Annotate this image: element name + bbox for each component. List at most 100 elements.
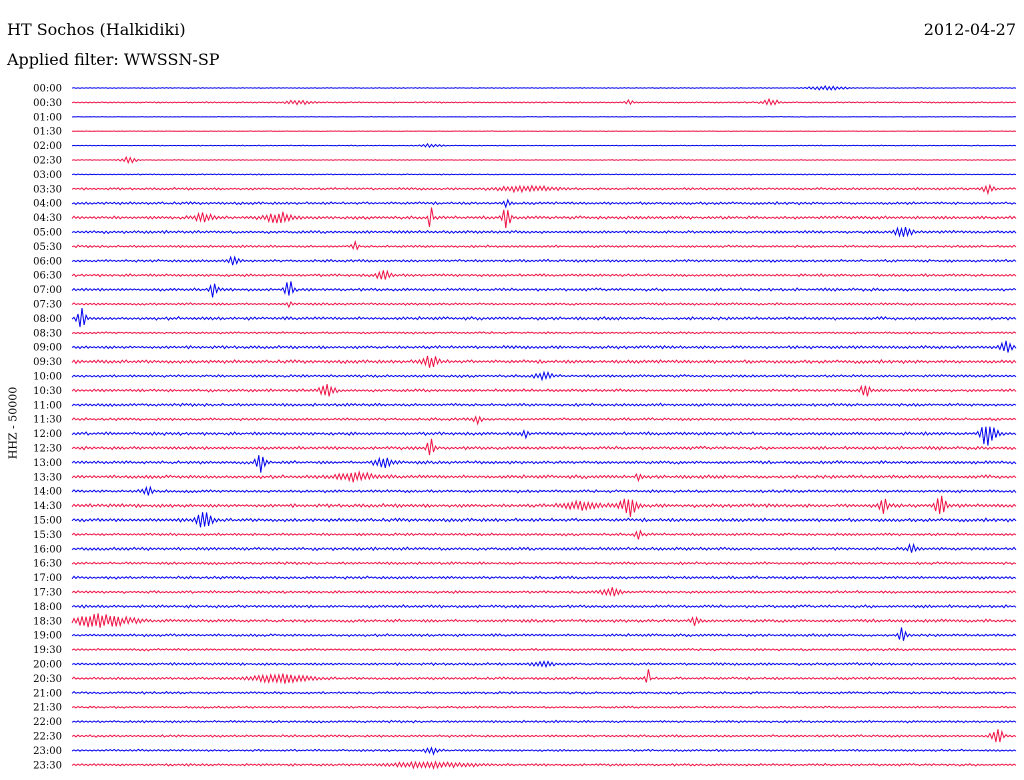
date-label: 2012-04-27 — [923, 20, 1016, 39]
row-time-label: 13:00 — [33, 458, 62, 469]
seismic-trace-row — [71, 173, 1017, 176]
row-time-label: 12:30 — [33, 444, 62, 455]
seismic-trace-row — [71, 207, 1017, 229]
row-time-label: 09:30 — [33, 357, 62, 368]
seismic-trace-row — [71, 647, 1017, 652]
seismic-trace-row — [71, 97, 1017, 107]
row-time-label: 11:30 — [33, 415, 62, 426]
row-time-label: 14:30 — [33, 501, 62, 512]
seismic-trace-row — [71, 760, 1017, 770]
seismic-trace-row — [71, 130, 1017, 133]
seismic-trace-row — [71, 669, 1017, 685]
seismic-trace-row — [71, 340, 1017, 353]
row-time-label: 22:00 — [33, 717, 62, 728]
seismic-trace-row — [71, 729, 1017, 743]
row-time-label: 01:30 — [33, 127, 62, 138]
seismic-trace-row — [71, 604, 1017, 609]
seismic-trace-row — [71, 355, 1017, 368]
row-time-label: 20:30 — [33, 674, 62, 685]
seismic-trace-row — [71, 155, 1017, 165]
seismic-trace-row — [71, 529, 1017, 540]
seismic-trace-row — [71, 370, 1017, 382]
row-time-label: 22:30 — [33, 732, 62, 743]
seismic-trace-row — [71, 300, 1017, 309]
row-time-label: 07:30 — [33, 300, 62, 311]
row-time-label: 15:00 — [33, 516, 62, 527]
seismic-trace-row — [71, 575, 1017, 580]
row-time-label: 02:00 — [33, 141, 62, 152]
row-time-label: 16:00 — [33, 544, 62, 555]
seismic-trace-row — [71, 455, 1017, 473]
row-time-label: 05:30 — [33, 242, 62, 253]
row-time-label: 09:00 — [33, 343, 62, 354]
seismic-trace-row — [71, 627, 1017, 641]
row-time-label: 12:00 — [33, 429, 62, 440]
seismic-trace-row — [71, 239, 1017, 251]
seismic-trace-row — [71, 183, 1017, 196]
row-time-label: 11:00 — [33, 400, 62, 411]
row-time-label: 15:30 — [33, 530, 62, 541]
row-time-label: 23:00 — [33, 746, 62, 757]
seismic-trace-row — [71, 415, 1017, 426]
seismic-trace-row — [71, 198, 1017, 209]
seismic-trace-row — [71, 426, 1017, 446]
row-time-label: 17:00 — [33, 573, 62, 584]
row-time-label: 08:00 — [33, 314, 62, 325]
row-time-label: 18:30 — [33, 616, 62, 627]
row-time-label: 10:30 — [33, 386, 62, 397]
seismic-trace-row — [71, 495, 1017, 517]
row-time-label: 17:30 — [33, 588, 62, 599]
row-time-label: 18:00 — [33, 602, 62, 613]
seismic-trace-row — [71, 719, 1017, 724]
row-time-label: 19:00 — [33, 631, 62, 642]
seismic-trace-row — [71, 226, 1017, 238]
row-time-label: 05:00 — [33, 228, 62, 239]
row-time-label: 01:00 — [33, 112, 62, 123]
seismic-trace-row — [71, 470, 1017, 483]
row-time-label: 20:00 — [33, 660, 62, 671]
seismic-trace-row — [71, 690, 1017, 695]
seismic-trace-row — [71, 746, 1017, 756]
seismic-trace-row — [71, 613, 1017, 628]
row-time-label: 04:00 — [33, 199, 62, 210]
seismic-trace-row — [71, 660, 1017, 669]
row-time-label: 21:00 — [33, 688, 62, 699]
seismic-trace-row — [71, 561, 1017, 566]
row-time-label: 04:30 — [33, 213, 62, 224]
row-time-label: 08:30 — [33, 328, 62, 339]
seismic-trace-row — [71, 307, 1017, 328]
row-time-label: 03:00 — [33, 170, 62, 181]
seismic-trace-row — [71, 115, 1017, 118]
seismic-trace-row — [71, 705, 1017, 709]
seismic-trace-row — [71, 281, 1017, 298]
seismic-trace-row — [71, 384, 1017, 397]
row-time-label: 14:00 — [33, 487, 62, 498]
row-time-label: 19:30 — [33, 645, 62, 656]
seismic-trace-row — [71, 438, 1017, 456]
row-time-label: 13:30 — [33, 472, 62, 483]
seismic-trace-row — [71, 402, 1017, 408]
seismic-trace-row — [71, 542, 1017, 553]
row-time-label: 03:30 — [33, 184, 62, 195]
seismic-trace-row — [71, 485, 1017, 496]
filter-label: Applied filter: WWSSN-SP — [7, 50, 220, 69]
row-time-label: 00:00 — [33, 84, 62, 95]
seismic-trace-row — [71, 269, 1017, 280]
row-time-label: 06:00 — [33, 256, 62, 267]
row-time-label: 16:30 — [33, 559, 62, 570]
seismic-trace-row — [71, 512, 1017, 528]
seismic-trace-row — [71, 331, 1017, 335]
seismic-trace-row — [71, 84, 1017, 91]
row-time-label: 10:00 — [33, 372, 62, 383]
seismic-trace-row — [71, 255, 1017, 266]
seismic-trace-row — [71, 142, 1017, 149]
row-time-label: 23:30 — [33, 760, 62, 771]
row-time-label: 07:00 — [33, 285, 62, 296]
row-time-label: 21:30 — [33, 703, 62, 714]
seismic-trace-row — [71, 587, 1017, 597]
row-time-label: 00:30 — [33, 98, 62, 109]
station-title: HT Sochos (Halkidiki) — [7, 20, 186, 39]
row-time-label: 02:30 — [33, 156, 62, 167]
row-time-label: 06:30 — [33, 271, 62, 282]
